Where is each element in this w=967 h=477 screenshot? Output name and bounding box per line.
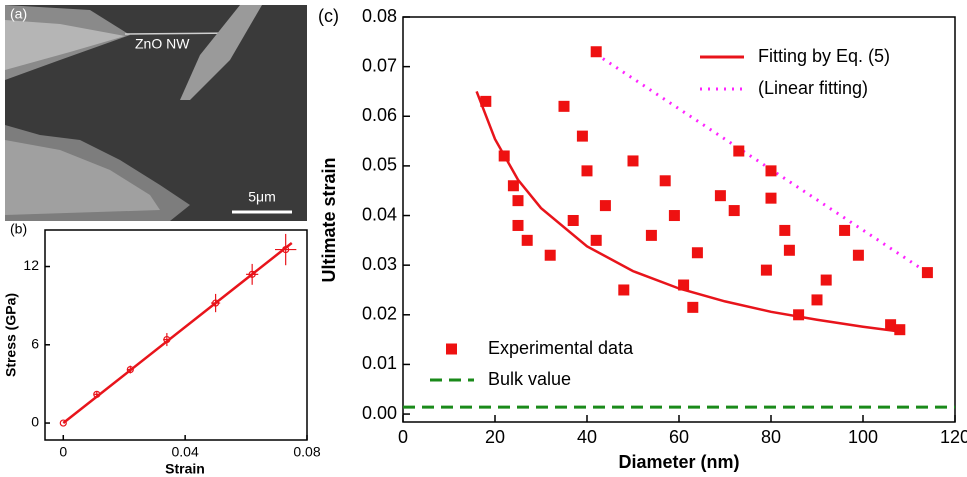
data-point <box>793 309 805 321</box>
y-tick-label: 0.01 <box>362 353 397 373</box>
data-point <box>765 165 777 177</box>
data-point <box>126 365 134 374</box>
data-point <box>512 195 524 207</box>
probe-right <box>180 5 262 100</box>
y-tick-label: 0 <box>31 414 39 430</box>
data-point <box>811 294 823 306</box>
legend-label: Fitting by Eq. (5) <box>758 46 890 66</box>
data-point <box>733 145 745 157</box>
chart-panel: (c) Diameter (nm) Ultimate strain 0 20 40 60 80… <box>318 6 967 472</box>
x-axis-label: Diameter (nm) <box>618 452 739 472</box>
legend-label: (Linear fitting) <box>758 78 868 98</box>
y-tick-label: 12 <box>23 257 39 273</box>
data-point <box>507 180 519 192</box>
data-point <box>678 279 690 291</box>
plot-frame <box>44 229 308 441</box>
data-point <box>659 175 671 187</box>
panel-label: (a) <box>10 6 27 22</box>
y-axis-label: Ultimate strain <box>319 157 339 282</box>
y-axis-label: Stress (GPa) <box>3 293 19 377</box>
data-point <box>728 205 740 217</box>
data-point <box>783 244 795 256</box>
data-point <box>820 274 832 286</box>
y-tick-label: 6 <box>31 335 39 351</box>
panel-label: (b) <box>10 221 27 237</box>
data-point <box>760 264 772 276</box>
fit-line <box>475 90 905 334</box>
y-tick-label: 0.05 <box>362 155 397 175</box>
probe-left-highlight <box>5 20 125 70</box>
y-tick-label: 0.00 <box>362 403 397 423</box>
data-point <box>512 219 524 231</box>
chart-panel: (b) Strain Stress (GPa) 0 0.04 0.08 0 6 12 <box>3 221 321 477</box>
y-tick-label: 0.07 <box>362 55 397 75</box>
data-point <box>885 319 897 331</box>
data-point <box>779 224 791 236</box>
data-point <box>894 324 906 336</box>
data-point <box>248 270 256 278</box>
data-point <box>618 284 630 296</box>
data-point <box>765 192 777 204</box>
x-axis-label: Strain <box>165 461 205 477</box>
y-tick-label: 0.08 <box>362 6 397 26</box>
data-point <box>687 301 699 313</box>
sem-image: (a) ZnO NW 5μm <box>5 5 307 221</box>
data-point <box>521 234 533 246</box>
legend-label: Experimental data <box>488 338 634 358</box>
data-point <box>544 249 556 261</box>
x-tick-label: 0.04 <box>172 443 199 459</box>
data-point <box>576 130 588 142</box>
data-point <box>590 46 602 58</box>
x-tick-label: 0.08 <box>293 443 320 459</box>
x-tick-label: 0 <box>398 427 408 447</box>
data-point <box>212 299 220 307</box>
y-tick-label: 0.06 <box>362 105 397 125</box>
data-point <box>645 229 657 241</box>
y-tick-label: 0.02 <box>362 304 397 324</box>
data-point <box>498 150 510 162</box>
data-point <box>921 267 933 279</box>
data-point <box>480 95 492 107</box>
legend-label: Bulk value <box>488 369 571 389</box>
data-point <box>590 234 602 246</box>
data-point <box>558 100 570 112</box>
x-tick-label: 120 <box>940 427 967 447</box>
x-tick-label: 60 <box>669 427 689 447</box>
probe-bottom-highlight <box>5 140 160 215</box>
data-point <box>852 249 864 261</box>
x-tick-label: 80 <box>761 427 781 447</box>
y-tick-label: 0.04 <box>362 204 397 224</box>
y-tick-label: 0.03 <box>362 254 397 274</box>
x-tick-label: 20 <box>485 427 505 447</box>
data-point <box>581 165 593 177</box>
x-tick-label: 100 <box>848 427 878 447</box>
annotation: ZnO NW <box>135 36 190 52</box>
data-point <box>567 214 579 226</box>
scale-bar-label: 5μm <box>248 189 276 205</box>
data-point <box>59 419 67 427</box>
legend-swatch <box>446 343 457 355</box>
data-point <box>599 200 611 212</box>
x-tick-label: 40 <box>577 427 597 447</box>
data-point <box>839 224 851 236</box>
data-point <box>714 190 726 202</box>
data-point <box>627 155 639 167</box>
panel-label: (c) <box>318 6 339 26</box>
x-tick-label: 0 <box>59 443 67 459</box>
data-point <box>668 210 680 222</box>
fit-line <box>62 242 293 425</box>
data-point <box>691 247 703 259</box>
